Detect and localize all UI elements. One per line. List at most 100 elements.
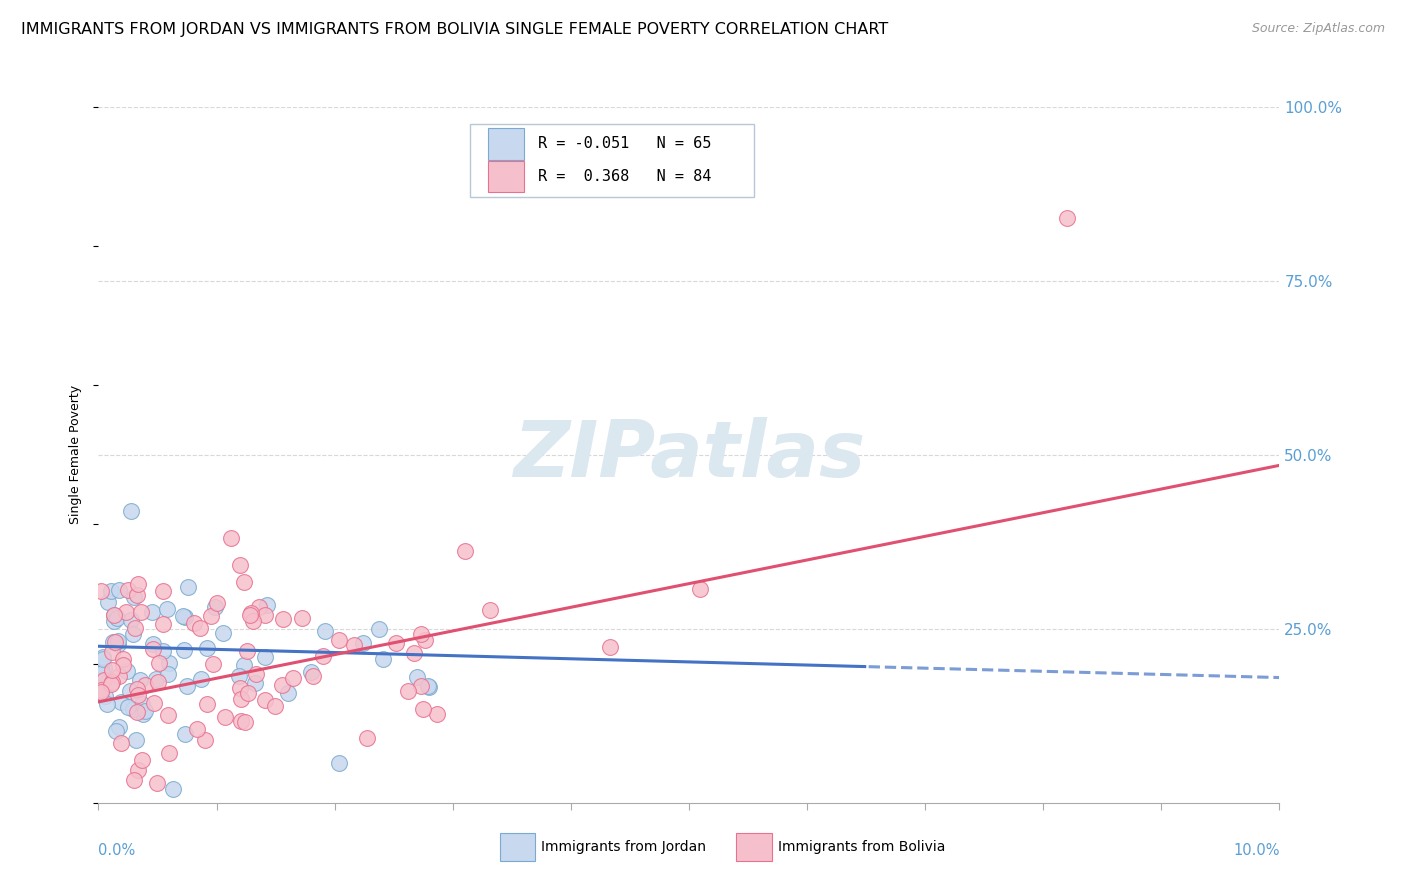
Point [204, 600, 226, 615]
Point [121, 702, 143, 716]
Point [343, 638, 366, 652]
Point [264, 699, 287, 714]
Point [90, 665, 112, 680]
Point [353, 636, 375, 650]
Point [157, 746, 180, 760]
Point [112, 657, 135, 672]
Y-axis label: Single Female Poverty: Single Female Poverty [69, 385, 83, 524]
Point [129, 605, 152, 619]
Point [156, 602, 179, 616]
Point [409, 627, 432, 641]
Point [108, 721, 131, 735]
Point [371, 652, 394, 666]
Point [134, 704, 156, 718]
Point [110, 695, 132, 709]
Point [131, 753, 153, 767]
Point [157, 657, 180, 671]
Point [299, 665, 322, 679]
Point [314, 624, 336, 639]
Point [122, 590, 145, 604]
Point [172, 609, 194, 624]
Point [103, 615, 125, 629]
Point [115, 664, 138, 678]
Point [368, 623, 391, 637]
Text: Immigrants from Jordan: Immigrants from Jordan [541, 839, 706, 854]
Point [281, 671, 304, 685]
Point [103, 607, 125, 622]
Point [96, 697, 118, 711]
Point [94, 690, 117, 704]
Point [108, 669, 131, 683]
Point [100, 677, 122, 691]
Point [134, 678, 156, 692]
Point [173, 642, 195, 657]
Point [142, 642, 165, 657]
Point [156, 708, 179, 723]
Point [90, 659, 112, 673]
Point [202, 657, 225, 672]
Point [108, 582, 131, 597]
Point [454, 544, 477, 558]
Point [256, 598, 278, 612]
Point [117, 583, 139, 598]
Point [418, 679, 440, 693]
Point [243, 676, 266, 690]
Point [599, 640, 621, 654]
FancyBboxPatch shape [488, 128, 523, 160]
Point [228, 669, 250, 683]
FancyBboxPatch shape [501, 833, 536, 861]
Point [101, 675, 124, 690]
Point [418, 680, 440, 694]
Point [176, 679, 198, 693]
Point [229, 681, 252, 696]
Point [211, 625, 233, 640]
Point [93, 661, 115, 675]
Point [328, 632, 350, 647]
Point [152, 583, 174, 598]
Text: Immigrants from Bolivia: Immigrants from Bolivia [778, 839, 945, 854]
FancyBboxPatch shape [471, 124, 754, 197]
Point [124, 773, 146, 788]
Point [253, 607, 276, 622]
Point [402, 646, 425, 660]
Point [188, 621, 211, 635]
Point [426, 707, 449, 722]
Point [207, 596, 229, 610]
Point [229, 714, 252, 728]
Point [110, 736, 132, 750]
Point [127, 681, 149, 696]
Point [101, 663, 124, 677]
Point [117, 700, 139, 714]
Point [277, 686, 299, 700]
Text: R = -0.051   N = 65: R = -0.051 N = 65 [537, 136, 711, 152]
Point [125, 588, 148, 602]
Point [271, 612, 294, 626]
Point [120, 613, 142, 627]
Text: 0.0%: 0.0% [98, 843, 135, 858]
Point [121, 627, 143, 641]
Point [162, 781, 184, 796]
Point [254, 650, 277, 665]
Point [146, 675, 169, 690]
Point [156, 666, 179, 681]
Point [245, 666, 267, 681]
Point [125, 705, 148, 719]
Point [233, 574, 256, 589]
Point [239, 608, 262, 623]
Point [236, 686, 259, 700]
Text: R =  0.368   N = 84: R = 0.368 N = 84 [537, 169, 711, 184]
Point [104, 635, 127, 649]
Point [174, 726, 197, 740]
Text: IMMIGRANTS FROM JORDAN VS IMMIGRANTS FROM BOLIVIA SINGLE FEMALE POVERTY CORRELAT: IMMIGRANTS FROM JORDAN VS IMMIGRANTS FRO… [21, 22, 889, 37]
Point [186, 722, 208, 736]
Point [240, 606, 263, 620]
FancyBboxPatch shape [737, 833, 772, 861]
Point [93, 673, 115, 687]
Point [242, 614, 264, 628]
Point [254, 693, 277, 707]
Point [233, 714, 256, 729]
Point [120, 503, 142, 517]
Point [97, 594, 120, 608]
Point [101, 634, 124, 648]
Point [90, 583, 112, 598]
